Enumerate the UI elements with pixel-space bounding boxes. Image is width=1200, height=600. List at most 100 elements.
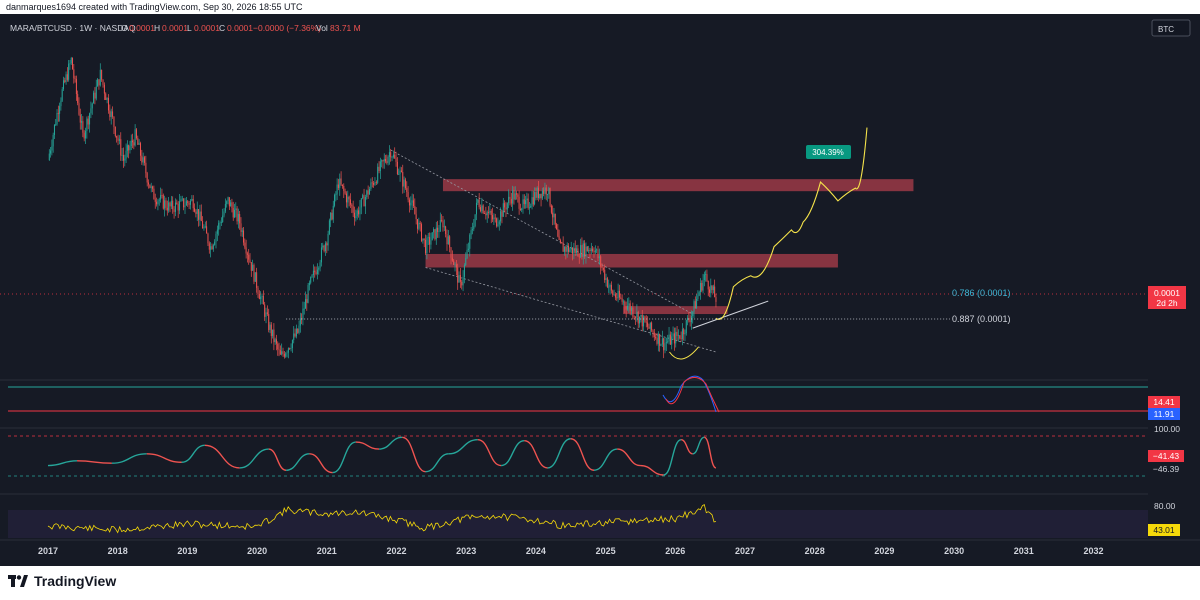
candle-body xyxy=(558,236,560,241)
candle-body xyxy=(407,192,409,200)
candle-body xyxy=(663,338,665,351)
target-badge-label: 304.39% xyxy=(812,148,844,157)
symbol-badge[interactable]: BTC xyxy=(1151,19,1191,37)
candle-body xyxy=(518,196,520,209)
candle-body xyxy=(314,270,316,273)
candle-body xyxy=(306,299,308,303)
ind3-value: 43.01 xyxy=(1153,525,1175,535)
candle-body xyxy=(48,153,50,161)
candle-body xyxy=(291,340,293,349)
ind2-osc-segment xyxy=(524,439,548,469)
tradingview-logo[interactable]: TradingView xyxy=(8,573,116,589)
candle-body xyxy=(482,205,484,214)
candle-body xyxy=(160,195,162,200)
ind2-value-a: −41.43 xyxy=(1153,451,1180,461)
candle-body xyxy=(565,246,567,252)
candle-body xyxy=(683,329,685,335)
candle-body xyxy=(435,227,437,240)
candle-body xyxy=(519,208,521,210)
candle-body xyxy=(568,245,570,252)
candle-body xyxy=(453,260,455,265)
candle-body xyxy=(281,351,283,355)
candle-body xyxy=(83,132,85,139)
candle-body xyxy=(474,214,476,227)
candle-body xyxy=(219,222,221,224)
candle-body xyxy=(395,158,397,162)
candle-body xyxy=(381,160,383,162)
candle-body xyxy=(437,227,439,232)
candle-body xyxy=(641,314,643,327)
candle-body xyxy=(260,296,262,300)
candle-body xyxy=(146,173,148,183)
candle-body xyxy=(351,204,353,207)
candle-body xyxy=(222,215,224,223)
candle-body xyxy=(73,69,75,79)
candle-body xyxy=(118,139,120,141)
candle-body xyxy=(535,192,537,198)
candle-body xyxy=(287,348,289,353)
candle-body xyxy=(124,158,126,161)
candle-body xyxy=(434,229,436,240)
candle-body xyxy=(443,226,445,228)
candle-body xyxy=(337,184,339,188)
indicator-panel-3 xyxy=(8,503,1148,538)
candle-body xyxy=(378,166,380,172)
candle-body xyxy=(137,138,139,145)
candle-body xyxy=(408,199,410,206)
candle-body xyxy=(290,348,292,349)
candle-body xyxy=(170,200,172,207)
candle-body xyxy=(78,103,80,115)
candle-body xyxy=(605,278,607,280)
candle-body xyxy=(145,162,147,174)
candle-body xyxy=(103,84,105,94)
ind2-osc-segment xyxy=(286,453,310,471)
candle-body xyxy=(181,198,183,200)
price-tag: 0.0001 2d 2h xyxy=(1148,286,1186,309)
candle-body xyxy=(293,333,295,341)
symbol-badge-text: BTC xyxy=(1158,25,1174,34)
candle-body xyxy=(715,297,717,302)
ind2-osc-segment xyxy=(703,436,717,469)
legend-h-value: 0.0001 xyxy=(162,23,188,33)
price-tag-value: 0.0001 xyxy=(1154,288,1180,298)
candle-body xyxy=(66,74,68,80)
candle-body xyxy=(68,63,70,80)
candle-body xyxy=(705,274,707,276)
candle-body xyxy=(235,208,237,210)
candle-body xyxy=(466,249,468,259)
candle-body xyxy=(214,241,216,245)
candle-body xyxy=(231,202,233,208)
candle-body xyxy=(62,80,64,90)
candle-body xyxy=(416,219,418,229)
candle-body xyxy=(426,238,428,254)
candle-body xyxy=(449,236,451,248)
candle-body xyxy=(265,312,267,317)
candle-body xyxy=(572,247,574,254)
candle-body xyxy=(311,275,313,278)
candle-body xyxy=(429,237,431,245)
candle-body xyxy=(467,248,469,250)
candle-body xyxy=(330,212,332,221)
candle-body xyxy=(496,218,498,227)
candle-body xyxy=(253,264,255,282)
candle-body xyxy=(640,314,642,317)
chart-area[interactable]: MARA/BTCUSD · 1W · NASDAQ O 0.0001 H 0.0… xyxy=(0,14,1200,566)
candle-body xyxy=(548,188,550,195)
candle-body xyxy=(576,248,578,253)
candle-body xyxy=(455,264,457,268)
candle-body xyxy=(204,226,206,228)
candle-body xyxy=(216,229,218,234)
x-tick-label: 2025 xyxy=(596,546,616,556)
candle-body xyxy=(112,111,114,117)
candle-body xyxy=(364,197,366,207)
candle-body xyxy=(391,157,393,158)
indicator3-tags: 80.00 43.01 xyxy=(1148,501,1180,536)
chart-svg[interactable]: MARA/BTCUSD · 1W · NASDAQ O 0.0001 H 0.0… xyxy=(0,14,1200,566)
candle-body xyxy=(303,308,305,310)
resistance-zone xyxy=(442,179,914,192)
candle-body xyxy=(195,211,197,214)
candle-body xyxy=(621,298,623,302)
candle-body xyxy=(501,211,503,217)
candle-body xyxy=(394,154,396,159)
candle-body xyxy=(70,57,72,64)
